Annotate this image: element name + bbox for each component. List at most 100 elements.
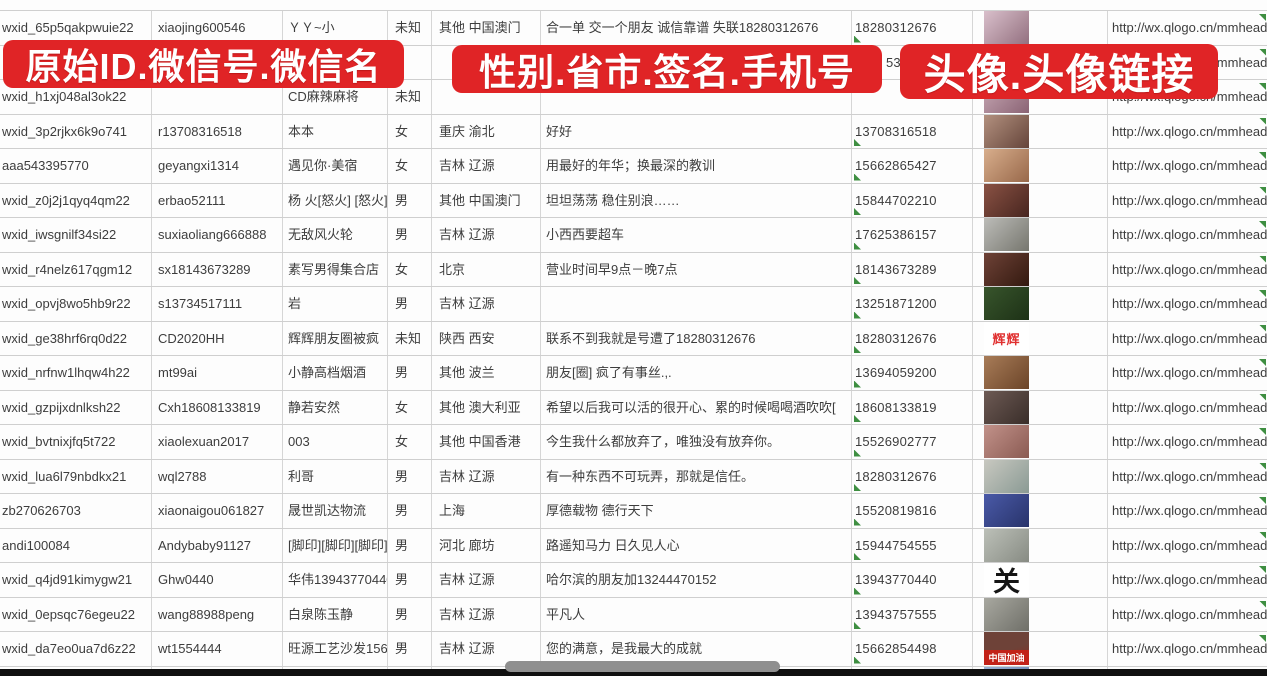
cell-signature[interactable]: 朋友[圈] 疯了有事丝.,. [541,356,852,390]
cell-region[interactable]: 其他 中国香港 [432,425,541,459]
cell-avatar-url[interactable]: http://wx.qlogo.cn/mmhead [1108,494,1267,528]
cell-original-id[interactable]: wxid_bvtnixjfq5t722 [0,425,152,459]
cell-original-id[interactable]: wxid_lua6l79nbdkx21 [0,459,152,493]
cell-wechat-id[interactable]: erbao52111 [152,183,283,217]
cell-avatar[interactable]: 辉辉 [973,321,1108,355]
cell-wechat-name[interactable]: 白泉陈玉静 [283,597,388,631]
cell-avatar-url[interactable]: http://wx.qlogo.cn/mmhead [1108,529,1267,563]
cell-wechat-name[interactable]: 静若安然 [283,390,388,424]
cell-signature[interactable]: 厚德载物 德行天下 [541,494,852,528]
cell-original-id[interactable]: andi100084 [0,528,152,562]
cell-region[interactable]: 重庆 渝北 [432,114,541,148]
cell-region[interactable]: 其他 澳大利亚 [432,390,541,424]
cell-region[interactable]: 陕西 西安 [432,321,541,355]
cell-region[interactable]: 河北 廊坊 [432,528,541,562]
cell-gender[interactable]: 男 [388,183,432,217]
cell-avatar[interactable] [973,287,1108,321]
cell-region[interactable]: 吉林 辽源 [432,149,541,183]
cell-signature[interactable]: 今生我什么都放弃了，唯独没有放弃你。 [541,425,852,459]
cell-avatar-url[interactable]: http://wx.qlogo.cn/mmhead [1108,149,1267,183]
cell-wechat-id[interactable]: suxiaoliang666888 [152,218,283,252]
cell-gender[interactable]: 女 [388,149,432,183]
cell-gender[interactable]: 未知 [388,321,432,355]
cell-avatar-url[interactable]: http://wx.qlogo.cn/mmhead [1108,322,1267,356]
cell-phone[interactable]: 13943757555 [852,597,973,631]
cell-phone[interactable]: 15662854498 [852,632,973,666]
cell-gender[interactable]: 女 [388,425,432,459]
cell-region[interactable]: 其他 中国澳门 [432,183,541,217]
cell-region[interactable] [432,80,541,114]
cell-avatar-url[interactable]: http://wx.qlogo.cn/mmhead [1108,218,1267,252]
cell-region[interactable]: 其他 中国澳门 [432,11,541,45]
cell-avatar[interactable]: 中国加油 [973,632,1108,666]
cell-signature[interactable]: 联系不到我就是号遭了18280312676 [541,321,852,355]
cell-wechat-name[interactable]: 利哥 [283,459,388,493]
cell-wechat-name[interactable]: 晟世凯达物流 [283,494,388,528]
cell-avatar[interactable] [973,252,1108,286]
cell-signature[interactable]: 希望以后我可以活的很开心、累的时候喝喝酒吹吹[ [541,390,852,424]
cell-region[interactable]: 吉林 辽源 [432,597,541,631]
cell-wechat-name[interactable]: 小静高档烟酒 [283,356,388,390]
cell-avatar[interactable] [973,218,1108,252]
cell-phone[interactable]: 18280312676 [852,11,973,45]
cell-wechat-id[interactable]: Cxh18608133819 [152,390,283,424]
cell-phone[interactable]: 18143673289 [852,252,973,286]
cell-signature[interactable]: 有一种东西不可玩弄，那就是信任。 [541,459,852,493]
cell-wechat-name[interactable]: CD麻辣麻将 [283,80,388,114]
cell-phone[interactable]: 13694059200 [852,356,973,390]
cell-wechat-name[interactable]: [脚印][脚印][脚印][脚印] [283,528,388,562]
cell-phone[interactable]: 15844702210 [852,183,973,217]
cell-wechat-id[interactable]: wang88988peng [152,597,283,631]
cell-gender[interactable]: 男 [388,494,432,528]
cell-region[interactable]: 吉林 辽源 [432,632,541,666]
cell-original-id[interactable]: wxid_da7eo0ua7d6z22 [0,632,152,666]
cell-wechat-name[interactable]: 本本 [283,114,388,148]
cell-signature[interactable]: 合一单 交一个朋友 诚信靠谱 失联18280312676 [541,11,852,45]
cell-region[interactable]: 吉林 辽源 [432,218,541,252]
cell-region[interactable]: 上海 [432,494,541,528]
cell-wechat-name[interactable]: 华伟13943770440 [283,563,388,597]
cell-signature[interactable]: 营业时间早9点－晚7点 [541,252,852,286]
cell-signature[interactable]: 路遥知马力 日久见人心 [541,528,852,562]
cell-phone[interactable]: 13943770440 [852,563,973,597]
cell-phone[interactable]: 15526902777 [852,425,973,459]
cell-signature[interactable]: 好好 [541,114,852,148]
cell-phone[interactable]: 13708316518 [852,114,973,148]
cell-phone[interactable]: 15520819816 [852,494,973,528]
cell-original-id[interactable]: wxid_h1xj048al3ok22 [0,80,152,114]
cell-avatar[interactable] [973,459,1108,493]
cell-original-id[interactable]: wxid_0epsqc76egeu22 [0,597,152,631]
cell-wechat-name[interactable]: 旺源工艺沙发15662854 [283,632,388,666]
cell-wechat-name[interactable]: 辉辉朋友圈被疯 [283,321,388,355]
scrollbar-thumb[interactable] [505,661,780,672]
cell-original-id[interactable]: wxid_r4nelz617qgm12 [0,252,152,286]
cell-gender[interactable]: 女 [388,114,432,148]
cell-avatar[interactable] [973,114,1108,148]
cell-gender[interactable]: 未知 [388,11,432,45]
cell-gender[interactable]: 未知 [388,80,432,114]
cell-original-id[interactable]: wxid_65p5qakpwuie22 [0,11,152,45]
cell-original-id[interactable]: wxid_nrfnw1lhqw4h22 [0,356,152,390]
cell-original-id[interactable]: wxid_3p2rjkx6k9o741 [0,114,152,148]
cell-avatar-url[interactable]: http://wx.qlogo.cn/mmhead [1108,253,1267,287]
cell-region[interactable]: 北京 [432,252,541,286]
cell-original-id[interactable]: aaa543395770 [0,149,152,183]
cell-avatar-url[interactable]: http://wx.qlogo.cn/mmhead [1108,563,1267,597]
cell-wechat-id[interactable]: xiaonaigou061827 [152,494,283,528]
cell-avatar[interactable]: 关 [973,563,1108,597]
cell-avatar[interactable] [973,597,1108,631]
cell-phone[interactable]: 13251871200 [852,287,973,321]
cell-original-id[interactable]: zb270626703 [0,494,152,528]
cell-gender[interactable]: 男 [388,563,432,597]
cell-wechat-name[interactable]: 无敌风火轮 [283,218,388,252]
cell-phone[interactable]: 17625386157 [852,218,973,252]
cell-wechat-name[interactable]: 杨 火[怒火] [怒火] [283,183,388,217]
cell-gender[interactable]: 男 [388,356,432,390]
cell-wechat-id[interactable]: geyangxi1314 [152,149,283,183]
cell-gender[interactable]: 男 [388,459,432,493]
cell-wechat-id[interactable]: s13734517111 [152,287,283,321]
cell-avatar[interactable] [973,528,1108,562]
cell-signature[interactable]: 小西西要超车 [541,218,852,252]
cell-signature[interactable]: 用最好的年华；换最深的教训 [541,149,852,183]
cell-wechat-id[interactable]: sx18143673289 [152,252,283,286]
